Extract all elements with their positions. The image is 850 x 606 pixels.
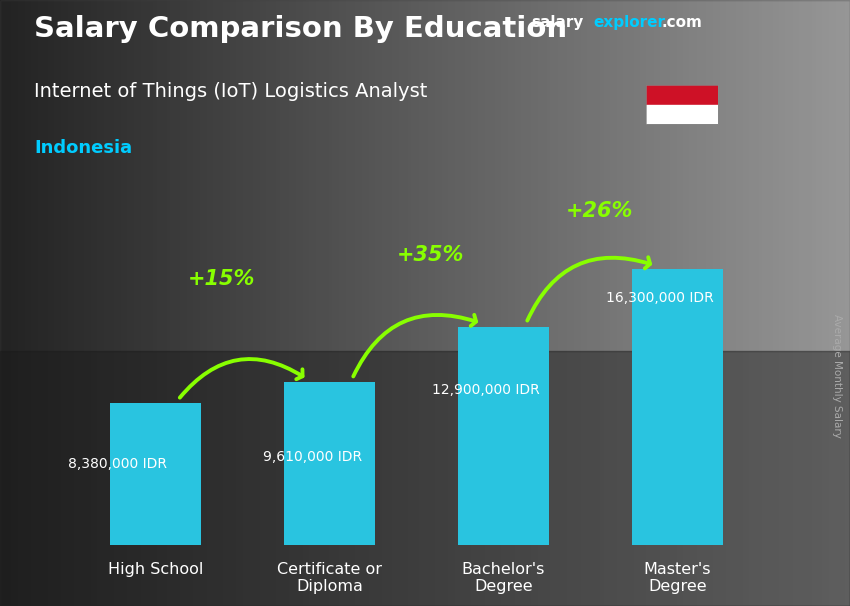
Bar (646, 85, 718, 104)
Bar (284, 382, 375, 545)
Bar (0, 351, 850, 606)
FancyArrowPatch shape (180, 359, 303, 398)
Text: 12,900,000 IDR: 12,900,000 IDR (433, 382, 540, 396)
Bar (458, 327, 549, 545)
FancyArrowPatch shape (527, 257, 650, 321)
Text: +35%: +35% (397, 245, 464, 265)
Text: Indonesia: Indonesia (34, 139, 132, 158)
Text: .com: .com (661, 15, 702, 30)
Text: 8,380,000 IDR: 8,380,000 IDR (68, 458, 167, 471)
Text: +26%: +26% (565, 201, 633, 221)
Text: salary: salary (531, 15, 584, 30)
Text: Salary Comparison By Education: Salary Comparison By Education (34, 15, 567, 43)
Text: +15%: +15% (188, 269, 255, 289)
Bar (646, 104, 718, 124)
Bar (110, 403, 201, 545)
Text: explorer: explorer (593, 15, 666, 30)
Bar (632, 269, 722, 545)
Text: 16,300,000 IDR: 16,300,000 IDR (606, 291, 714, 305)
FancyArrowPatch shape (354, 315, 476, 376)
Text: Average Monthly Salary: Average Monthly Salary (832, 314, 842, 438)
Text: 9,610,000 IDR: 9,610,000 IDR (263, 450, 361, 464)
Text: Internet of Things (IoT) Logistics Analyst: Internet of Things (IoT) Logistics Analy… (34, 82, 428, 101)
